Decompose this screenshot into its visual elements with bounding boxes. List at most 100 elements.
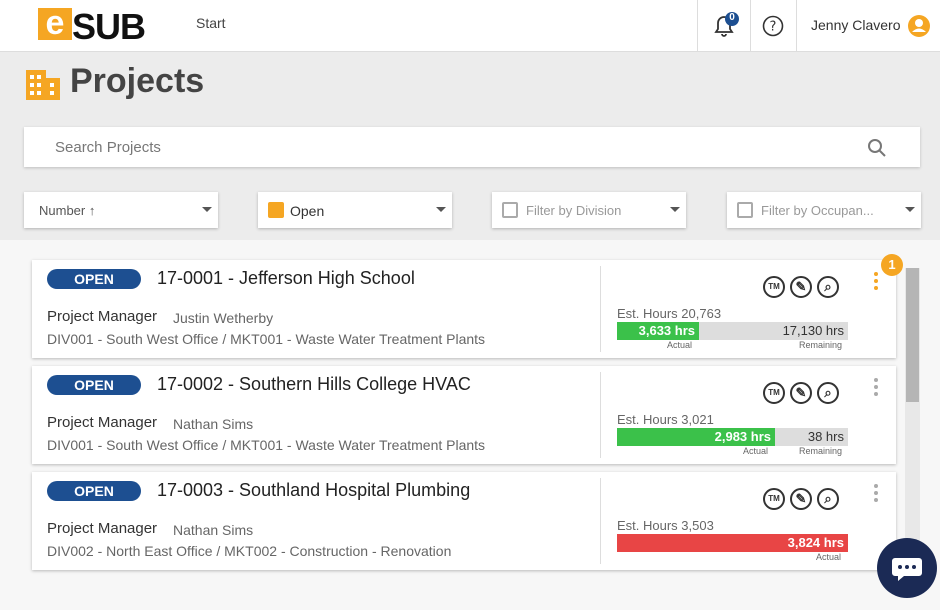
est-hours: Est. Hours 3,021	[617, 412, 714, 427]
building	[26, 70, 46, 100]
help-mark: ?	[770, 20, 777, 35]
tm-icon[interactable]: TM	[763, 276, 785, 298]
dropdown-arrow	[905, 207, 915, 212]
dot	[874, 279, 878, 283]
dot	[874, 378, 878, 382]
separator	[796, 0, 797, 52]
hours-bar: 2,983 hrs 38 hrs	[617, 428, 848, 446]
separator	[600, 266, 601, 352]
separator	[697, 0, 698, 52]
chat-bubble	[892, 558, 922, 581]
actual-label: Actual	[667, 340, 693, 350]
logo-mark[interactable]: e	[38, 6, 72, 40]
hours-bar: 3,824 hrs	[617, 534, 848, 552]
search-icon[interactable]	[867, 138, 887, 158]
tm-icon[interactable]: TM	[763, 488, 785, 510]
edit-icon[interactable]: ✎	[790, 488, 812, 510]
actual-hours: 3,824 hrs	[617, 534, 848, 552]
dot	[874, 484, 878, 488]
checkbox-checked[interactable]	[268, 202, 284, 218]
view-icon[interactable]: ⌕	[817, 276, 839, 298]
dot	[874, 272, 878, 276]
separator	[600, 478, 601, 564]
hours-bar: 3,633 hrs 17,130 hrs	[617, 322, 848, 340]
dot	[874, 491, 878, 495]
dot	[874, 286, 878, 290]
project-card[interactable]: OPEN 17-0001 - Jefferson High School Proje…	[32, 254, 903, 358]
project-title[interactable]: 17-0003 - Southland Hospital Plumbing	[157, 480, 471, 500]
page-title: Projects	[70, 62, 205, 100]
help-circle	[762, 15, 784, 37]
est-hours: Est. Hours 20,763	[617, 306, 722, 321]
more-menu[interactable]	[874, 378, 878, 398]
sort-select[interactable]: Number ↑	[24, 192, 218, 228]
actual-label: Actual	[816, 552, 842, 562]
status-badge: OPEN	[47, 375, 141, 395]
search-placeholder: Search Projects	[55, 139, 161, 156]
help-icon[interactable]: ?	[762, 15, 784, 37]
alert-badge: 1	[881, 254, 903, 276]
dot	[874, 385, 878, 389]
remaining-hours: 38 hrs	[807, 429, 844, 444]
notification-bell[interactable]	[712, 12, 742, 40]
badge-bg	[725, 12, 739, 26]
actual-hours: 2,983 hrs	[617, 428, 775, 446]
user-avatar[interactable]	[907, 14, 931, 38]
projects-icon	[26, 70, 60, 100]
est-hours: Est. Hours 3,503	[617, 518, 714, 533]
filter-label: Filter by Division	[526, 203, 622, 218]
pm-label: Project Manager	[47, 520, 158, 537]
more-menu[interactable]	[874, 272, 878, 292]
search-box[interactable]: Search Projects	[24, 127, 920, 167]
project-card[interactable]: OPEN 17-0002 - Southern Hills College HVA…	[32, 366, 896, 464]
windows	[30, 75, 54, 95]
top-bar	[0, 0, 940, 52]
division: DIV002 - North East Office / MKT002 - Co…	[47, 543, 452, 559]
filter-label: Filter by Occupan...	[761, 203, 874, 218]
dropdown-arrow	[202, 207, 212, 212]
edit-icon[interactable]: ✎	[790, 276, 812, 298]
more-menu[interactable]	[874, 484, 878, 504]
division: DIV001 - South West Office / MKT001 - Wa…	[47, 331, 486, 347]
remaining-label: Remaining	[799, 446, 843, 456]
logo-text[interactable]: SUB	[72, 6, 146, 47]
dot	[874, 392, 878, 396]
filter-label: Open	[290, 203, 325, 219]
actual-hours: 3,633 hrs	[617, 322, 699, 340]
lens	[868, 139, 882, 153]
project-title[interactable]: 17-0001 - Jefferson High School	[157, 268, 415, 288]
filter-label: Number ↑	[39, 203, 96, 218]
nav-start[interactable]: Start	[196, 15, 226, 31]
tm-icon[interactable]: TM	[763, 382, 785, 404]
view-icon[interactable]: ⌕	[817, 488, 839, 510]
division-filter[interactable]: Filter by Division	[492, 192, 686, 228]
occupancy-filter[interactable]: Filter by Occupan...	[727, 192, 921, 228]
checkbox[interactable]	[502, 202, 518, 218]
pm-name: Nathan Sims	[173, 522, 254, 538]
remaining-hours: 17,130 hrs	[782, 323, 844, 338]
pm-name: Nathan Sims	[173, 416, 254, 432]
view-icon[interactable]: ⌕	[817, 382, 839, 404]
remaining-label: Remaining	[799, 340, 843, 350]
separator	[750, 0, 751, 52]
user-name[interactable]: Jenny Clavero	[811, 17, 901, 33]
scrollbar-thumb[interactable]	[906, 268, 919, 402]
pm-label: Project Manager	[47, 308, 158, 325]
notification-count: 0	[729, 12, 735, 23]
checkbox[interactable]	[737, 202, 753, 218]
dot	[874, 498, 878, 502]
project-title[interactable]: 17-0002 - Southern Hills College HVAC	[157, 374, 471, 394]
status-filter[interactable]: Open	[258, 192, 452, 228]
handle	[878, 149, 886, 157]
building	[46, 78, 60, 100]
chat-button[interactable]	[876, 538, 938, 600]
avatar-body	[912, 28, 926, 32]
dropdown-arrow	[436, 207, 446, 212]
status-badge: OPEN	[47, 481, 141, 501]
division: DIV001 - South West Office / MKT001 - Wa…	[47, 437, 486, 453]
edit-icon[interactable]: ✎	[790, 382, 812, 404]
project-card[interactable]: OPEN 17-0003 - Southland Hospital Plumbin…	[32, 472, 896, 570]
separator	[600, 372, 601, 458]
